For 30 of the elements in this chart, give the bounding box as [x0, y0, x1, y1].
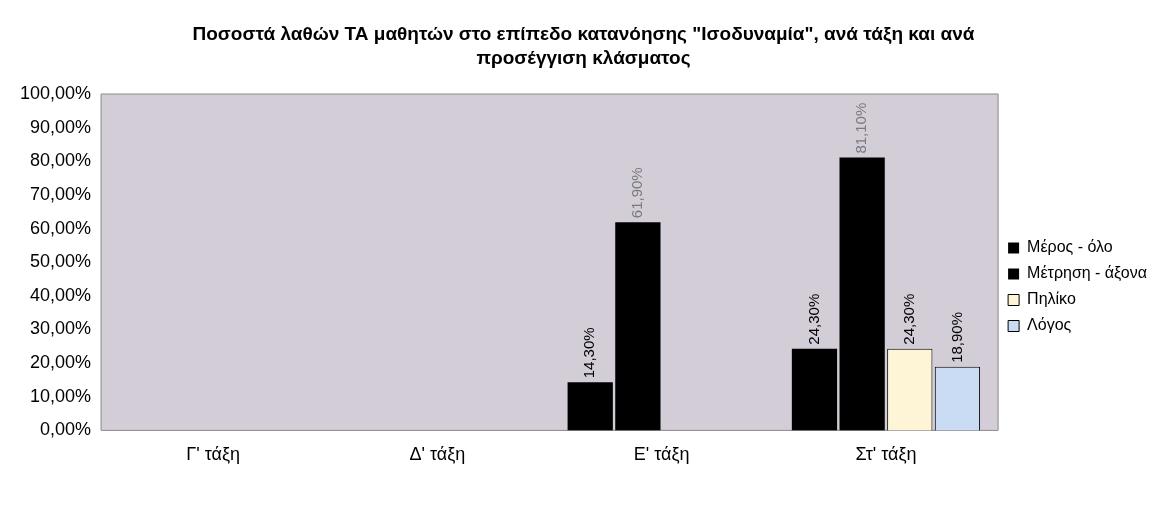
- y-tick-label: 10,00%: [30, 385, 92, 406]
- legend-label: Λόγος: [1027, 316, 1072, 334]
- chart-title: Ποσοστά λαθών ΤΑ μαθητών στο επίπεδο κατανόησης "Ισοδυναμία", ανά τάξη και ανά προσέγγιση κλάσματος: [191, 22, 976, 70]
- bar: [791, 348, 838, 431]
- data-label: 18,90%: [947, 311, 965, 363]
- y-tick-label: 60,00%: [30, 217, 92, 238]
- bar: [567, 382, 613, 431]
- y-tick-label: 70,00%: [30, 183, 92, 204]
- y-tick-label: 50,00%: [30, 251, 92, 272]
- x-tick-label: Δ' τάξη: [409, 444, 466, 465]
- y-tick-label: 80,00%: [30, 150, 92, 171]
- y-tick-label: 90,00%: [30, 116, 92, 137]
- x-tick-label: Στ' τάξη: [855, 444, 917, 465]
- bar: [615, 222, 661, 431]
- data-label: 61,90%: [628, 167, 646, 219]
- x-tick-label: Ε' τάξη: [633, 444, 690, 465]
- legend-label: Μέρος - όλο: [1027, 238, 1113, 256]
- y-tick-label: 100,00%: [20, 82, 92, 103]
- y-tick-label: 40,00%: [30, 284, 92, 305]
- y-tick-label: 30,00%: [30, 318, 92, 339]
- data-label: 24,30%: [899, 293, 917, 345]
- y-tick-label: 0,00%: [40, 419, 92, 440]
- legend-label: Πηλίκο: [1027, 290, 1076, 308]
- bar: [839, 157, 885, 431]
- y-tick-label: 20,00%: [30, 352, 92, 373]
- legend-label: Μέτρηση - άξονα: [1027, 264, 1147, 283]
- x-tick-label: Γ' τάξη: [186, 444, 241, 465]
- data-label: 81,10%: [852, 102, 870, 154]
- data-label: 24,30%: [804, 293, 822, 345]
- data-label: 14,30%: [580, 327, 598, 379]
